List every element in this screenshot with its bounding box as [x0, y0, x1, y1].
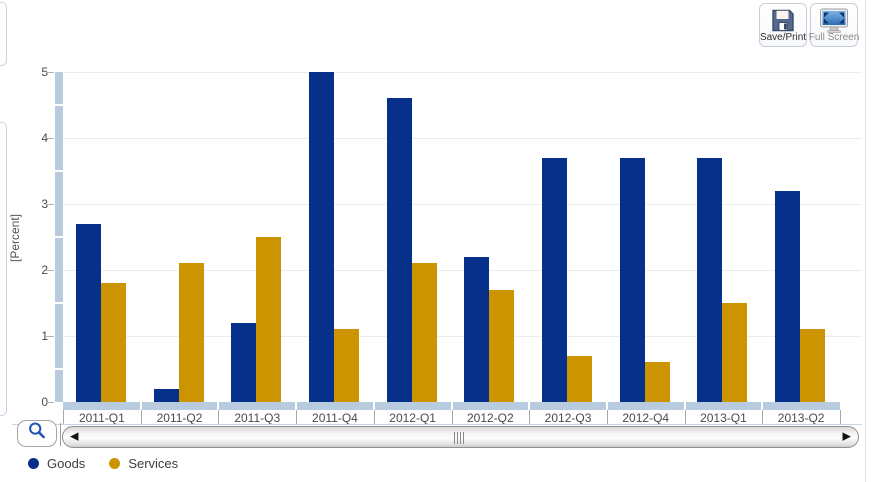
- bar-goods-2011-Q3[interactable]: [231, 323, 257, 402]
- bar-services-2011-Q1[interactable]: [100, 283, 126, 402]
- x-tick-mark: [63, 410, 64, 424]
- x-tick-label-2011-Q1: 2011-Q1: [78, 411, 125, 425]
- x-tick-mark: [529, 410, 531, 424]
- full-screen-label: Full Screen: [808, 32, 860, 43]
- y-tick-mark: [46, 401, 54, 403]
- y-gridline: [63, 137, 862, 139]
- legend-item-goods[interactable]: Goods: [28, 456, 85, 471]
- save-print-button[interactable]: Save/Print: [759, 3, 807, 47]
- bar-goods-2011-Q1[interactable]: [75, 224, 101, 402]
- bar-goods-2011-Q2[interactable]: [153, 389, 179, 402]
- x-tick-mark: [373, 410, 375, 424]
- x-tick-label-2012-Q3: 2012-Q3: [544, 411, 592, 425]
- x-axis-band-notch: [528, 402, 531, 410]
- scroll-right-arrow-icon[interactable]: ▶: [842, 430, 851, 443]
- magnifier-icon: [27, 421, 47, 446]
- y-axis-title: [Percent]: [8, 213, 22, 263]
- scrollbar-top-divider: [12, 424, 862, 425]
- y-tick-label: 1: [41, 329, 48, 343]
- bar-services-2011-Q3[interactable]: [256, 237, 282, 402]
- legend-label: Services: [128, 456, 179, 471]
- monitor-icon: [819, 8, 849, 39]
- bar-services-2011-Q4[interactable]: [333, 329, 359, 402]
- bar-goods-2012-Q3[interactable]: [542, 158, 568, 402]
- bar-goods-2012-Q4[interactable]: [619, 158, 645, 402]
- y-tick-label: 0: [41, 395, 48, 409]
- x-tick-label-2013-Q1: 2013-Q1: [700, 411, 747, 425]
- y-axis-band-notch: [55, 170, 63, 172]
- y-tick-mark: [46, 71, 54, 73]
- x-axis-band-notch: [139, 402, 142, 410]
- y-tick-mark: [46, 335, 54, 337]
- bar-services-2013-Q2[interactable]: [800, 329, 826, 402]
- left-edge-panel-fragment-bottom: [0, 122, 7, 416]
- x-tick-label-2012-Q4: 2012-Q4: [622, 411, 670, 425]
- x-tick-label-2011-Q2: 2011-Q2: [156, 411, 203, 425]
- y-tick-mark: [46, 137, 54, 139]
- legend-bullet-icon: [28, 458, 39, 469]
- bar-goods-2013-Q2[interactable]: [775, 191, 801, 402]
- x-tick-mark: [840, 410, 841, 424]
- bar-services-2011-Q2[interactable]: [178, 263, 204, 402]
- full-screen-button[interactable]: Full Screen: [808, 3, 860, 47]
- x-tick-label-2013-Q2: 2013-Q2: [777, 411, 825, 425]
- bar-services-2012-Q2[interactable]: [489, 290, 515, 402]
- x-axis-band-notch: [605, 402, 608, 410]
- bar-services-2012-Q1[interactable]: [411, 263, 437, 402]
- bar-goods-2013-Q1[interactable]: [697, 158, 723, 402]
- x-tick-label-2011-Q3: 2011-Q3: [234, 411, 281, 425]
- x-axis-band-notch: [217, 402, 220, 410]
- scrollbar-grip-handle[interactable]: [454, 432, 465, 444]
- bar-goods-2012-Q2[interactable]: [464, 257, 490, 402]
- bar-services-2013-Q1[interactable]: [722, 303, 748, 402]
- x-tick-mark: [218, 410, 220, 424]
- x-tick-mark: [451, 410, 453, 424]
- y-tick-mark: [46, 203, 54, 205]
- x-tick-mark: [140, 410, 142, 424]
- y-tick-label: 2: [41, 263, 48, 277]
- x-axis-band-notch: [761, 402, 764, 410]
- x-tick-mark: [762, 410, 764, 424]
- horizontal-scrollbar[interactable]: ◀ ▶: [62, 426, 859, 448]
- scroll-left-arrow-icon[interactable]: ◀: [70, 430, 79, 443]
- y-gridline: [63, 269, 862, 271]
- y-gridline: [63, 335, 862, 337]
- y-axis-band-notch: [55, 104, 63, 106]
- x-tick-label-2012-Q1: 2012-Q1: [389, 411, 436, 425]
- x-tick-mark: [684, 410, 686, 424]
- bar-goods-2012-Q1[interactable]: [386, 98, 412, 402]
- legend-bullet-icon: [109, 458, 121, 469]
- y-axis-band-notch: [55, 302, 63, 304]
- save-print-label: Save/Print: [759, 32, 807, 43]
- x-axis-band-notch: [450, 402, 453, 410]
- left-edge-panel-fragment-top: [0, 2, 7, 66]
- legend-label: Goods: [47, 456, 86, 471]
- x-tick-mark: [296, 410, 298, 424]
- y-tick-mark: [46, 269, 54, 271]
- y-tick-label: 3: [41, 197, 48, 211]
- panel-right-border: [865, 0, 866, 482]
- x-axis-band-notch: [372, 402, 375, 410]
- y-tick-label: 5: [41, 65, 48, 79]
- x-tick-mark: [606, 410, 608, 424]
- y-gridline: [63, 203, 862, 205]
- zoom-button[interactable]: [17, 420, 57, 447]
- y-axis-band-notch: [55, 368, 63, 370]
- chart-legend: Goods Services: [28, 456, 178, 471]
- x-axis-band-notch: [683, 402, 686, 410]
- y-gridline: [63, 71, 862, 73]
- zoom-scrollbar-divider: [60, 423, 61, 446]
- bar-services-2012-Q3[interactable]: [567, 356, 593, 402]
- legend-item-services[interactable]: Services: [109, 456, 178, 471]
- x-tick-label-2012-Q2: 2012-Q2: [466, 411, 514, 425]
- x-axis-band-notch: [295, 402, 298, 410]
- x-tick-label-2011-Q4: 2011-Q4: [312, 411, 358, 425]
- y-tick-label: 4: [41, 131, 48, 145]
- bar-goods-2011-Q4[interactable]: [308, 72, 334, 402]
- y-axis-band-notch: [55, 236, 63, 238]
- floppy-disk-icon: [771, 8, 796, 38]
- bar-services-2012-Q4[interactable]: [644, 362, 670, 402]
